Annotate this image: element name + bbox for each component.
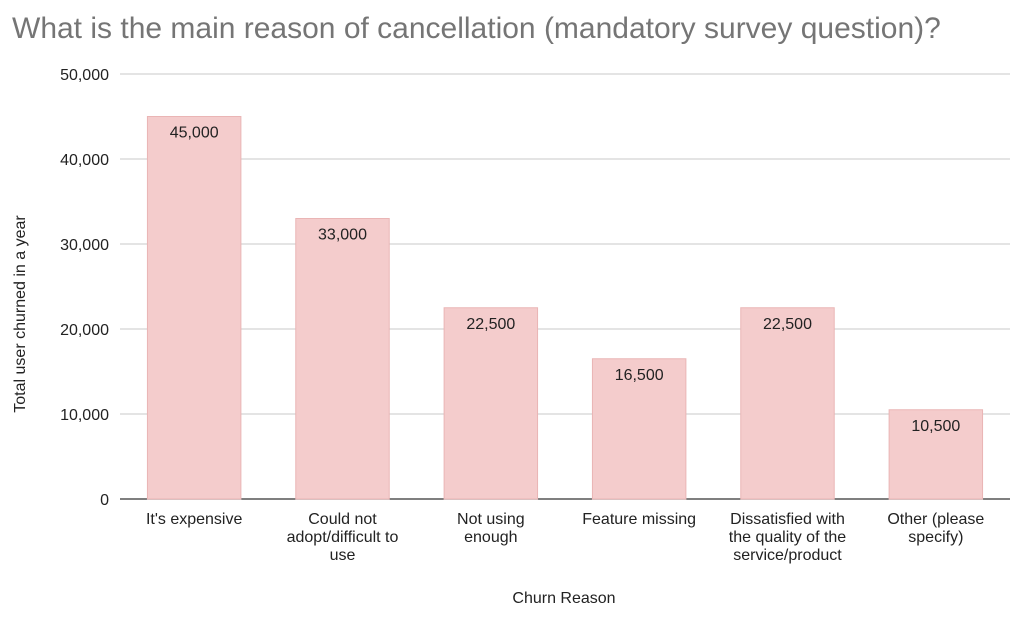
bar-value-label: 22,500 — [466, 316, 515, 333]
y-tick-label: 10,000 — [60, 407, 109, 424]
bar — [443, 307, 539, 500]
x-tick-label: Could not adopt/difficult to use — [287, 511, 399, 564]
bar — [740, 307, 835, 500]
bar — [591, 358, 687, 500]
x-tick-label: Dissatisfied with the quality of the servi… — [729, 511, 847, 564]
x-tick-label-line: Could not — [308, 511, 377, 528]
x-axis-ticks: It's expensive Could not adopt/difficult t… — [146, 511, 984, 564]
x-tick-label-line: Dissatisfied with — [730, 511, 845, 528]
bar-value-label: 22,500 — [763, 316, 812, 333]
bar — [888, 409, 984, 500]
bar-value-label: 45,000 — [170, 125, 219, 142]
x-tick-label-line: Feature missing — [582, 511, 696, 528]
y-axis-label: Total user churned in a year — [12, 215, 29, 413]
x-tick-label: It's expensive — [146, 511, 243, 528]
x-tick-label: Other (please specify) — [887, 511, 984, 546]
bar — [295, 218, 390, 500]
gridlines — [120, 73, 1010, 500]
x-tick-label-line: Other (please — [887, 511, 984, 528]
x-axis-label: Churn Reason — [512, 590, 615, 607]
bar — [146, 116, 242, 500]
bars: 45,000 33,000 22,500 16,500 22,500 10,500 — [146, 116, 984, 500]
x-tick-label-line: It's expensive — [146, 511, 243, 528]
chart-title: What is the main reason of cancellation … — [12, 12, 941, 45]
y-tick-label: 40,000 — [60, 152, 109, 169]
x-tick-label-line: the quality of the — [729, 529, 847, 546]
x-tick-label-line: adopt/difficult to — [287, 529, 399, 546]
x-tick-label: Feature missing — [582, 511, 696, 528]
x-tick-label: Not using enough — [457, 511, 525, 546]
y-tick-label: 50,000 — [60, 67, 109, 84]
bar-value-label: 16,500 — [615, 367, 664, 384]
x-tick-label-line: enough — [464, 529, 517, 546]
y-tick-label: 20,000 — [60, 322, 109, 339]
y-tick-label: 30,000 — [60, 237, 109, 254]
bar-value-label: 10,500 — [911, 418, 960, 435]
x-tick-label-line: service/product — [733, 547, 842, 564]
x-tick-label-line: use — [330, 547, 356, 564]
x-tick-label-line: specify) — [908, 529, 963, 546]
bar-value-label: 33,000 — [318, 227, 367, 244]
x-tick-label-line: Not using — [457, 511, 525, 528]
y-axis-ticks: 0 10,000 20,000 30,000 40,000 50,000 — [60, 67, 109, 509]
y-tick-label: 0 — [100, 492, 109, 509]
